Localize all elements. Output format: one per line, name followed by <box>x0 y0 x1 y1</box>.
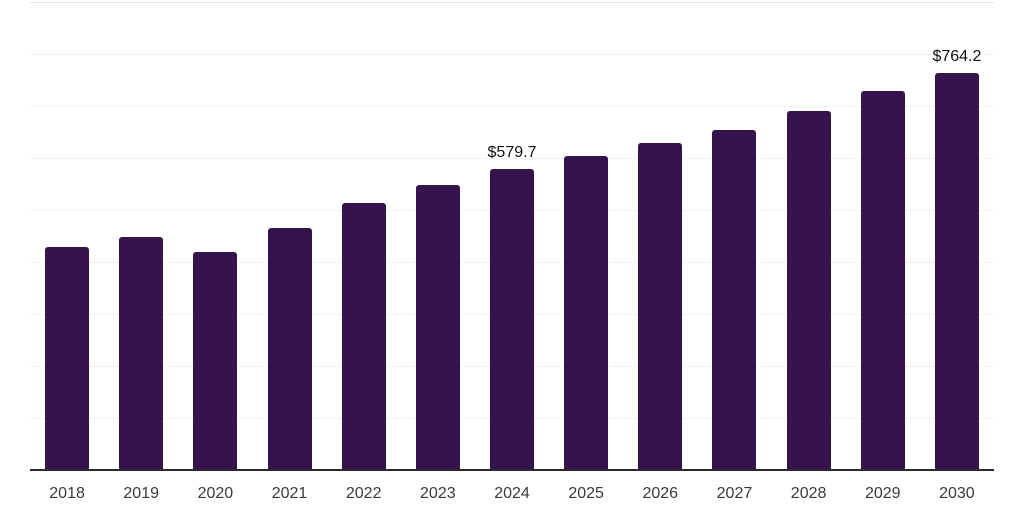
bar-2023[interactable] <box>415 184 460 470</box>
bar-2028[interactable] <box>786 111 831 470</box>
gridline-900 <box>30 1 994 3</box>
data-label-2024: $579.7 <box>487 143 537 161</box>
bar-2027[interactable] <box>712 129 757 470</box>
x-tick-label-2020: 2020 <box>197 485 234 502</box>
x-tick-label-2021: 2021 <box>271 485 308 502</box>
bar-2020[interactable] <box>193 252 238 470</box>
gridline-800 <box>30 53 994 55</box>
x-tick-label-2030: 2030 <box>939 485 975 502</box>
x-tick-label-2018: 2018 <box>49 485 85 502</box>
x-tick-label-2022: 2022 <box>345 485 382 502</box>
x-tick-label-2024: 2024 <box>494 485 530 502</box>
x-tick-label-2019: 2019 <box>123 485 159 502</box>
x-tick-label-2027: 2027 <box>716 485 753 502</box>
x-tick-label-2029: 2029 <box>864 485 901 502</box>
bar-2022[interactable] <box>341 202 386 470</box>
bar-2024[interactable] <box>490 168 534 470</box>
bar-2025[interactable] <box>564 155 609 470</box>
bar-2018[interactable] <box>45 246 90 470</box>
x-tick-label-2025: 2025 <box>568 485 604 502</box>
x-tick-label-2026: 2026 <box>642 485 679 502</box>
x-axis-line <box>30 469 994 471</box>
x-tick-label-2023: 2023 <box>420 485 456 502</box>
gridline-700 <box>30 105 994 107</box>
bar-2030[interactable] <box>934 72 979 470</box>
data-label-2030: $764.2 <box>932 47 982 65</box>
bar-2019[interactable] <box>119 236 164 470</box>
x-tick-label-2028: 2028 <box>790 485 827 502</box>
bar-2021[interactable] <box>267 227 312 470</box>
bar-2026[interactable] <box>638 143 683 470</box>
bar-2029[interactable] <box>860 91 905 470</box>
